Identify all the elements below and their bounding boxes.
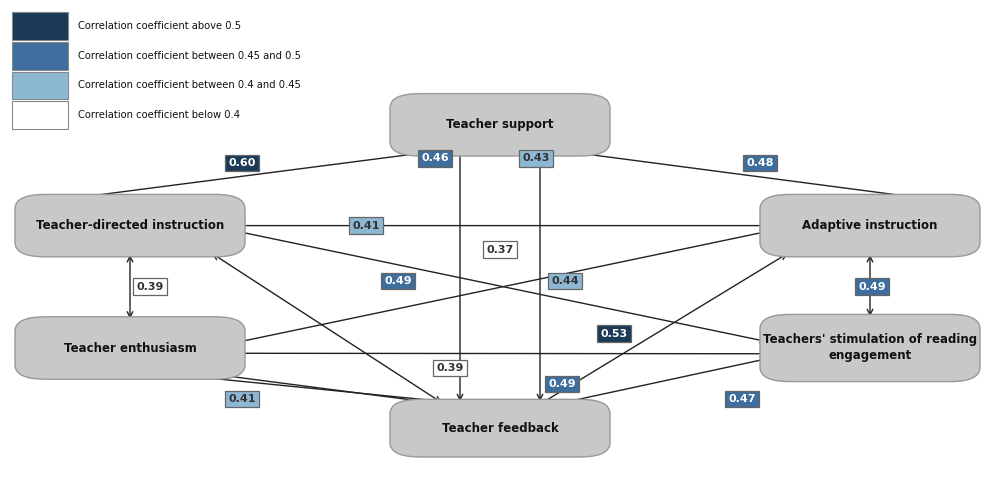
Text: 0.43: 0.43 [522,154,550,163]
Text: 0.41: 0.41 [228,395,256,404]
Text: Correlation coefficient between 0.4 and 0.45: Correlation coefficient between 0.4 and … [78,81,301,90]
Text: Teachers' stimulation of reading
engagement: Teachers' stimulation of reading engagem… [763,334,977,362]
FancyBboxPatch shape [12,101,68,129]
Text: Teacher feedback: Teacher feedback [442,421,558,435]
FancyBboxPatch shape [12,42,68,70]
FancyBboxPatch shape [15,317,245,379]
Text: 0.49: 0.49 [548,379,576,389]
Text: 0.46: 0.46 [421,154,449,163]
Text: 0.48: 0.48 [746,158,774,168]
Text: 0.41: 0.41 [352,221,380,230]
FancyBboxPatch shape [12,12,68,40]
Text: 0.49: 0.49 [384,276,412,286]
Text: Teacher support: Teacher support [446,118,554,132]
Text: 0.39: 0.39 [136,282,164,291]
Text: 0.49: 0.49 [858,282,886,291]
Text: 0.60: 0.60 [228,158,256,168]
Text: Adaptive instruction: Adaptive instruction [802,219,938,232]
FancyBboxPatch shape [760,194,980,257]
FancyBboxPatch shape [760,314,980,382]
Text: Teacher-directed instruction: Teacher-directed instruction [36,219,224,232]
FancyBboxPatch shape [390,94,610,156]
Text: 0.39: 0.39 [436,363,464,372]
Text: 0.53: 0.53 [600,329,628,338]
Text: Correlation coefficient below 0.4: Correlation coefficient below 0.4 [78,110,240,120]
FancyBboxPatch shape [15,194,245,257]
Text: 0.37: 0.37 [486,245,514,254]
Text: 0.44: 0.44 [551,276,579,286]
Text: 0.47: 0.47 [728,395,756,404]
Text: Correlation coefficient between 0.45 and 0.5: Correlation coefficient between 0.45 and… [78,51,301,60]
Text: Correlation coefficient above 0.5: Correlation coefficient above 0.5 [78,21,241,31]
FancyBboxPatch shape [12,72,68,99]
FancyBboxPatch shape [390,399,610,457]
Text: Teacher enthusiasm: Teacher enthusiasm [64,341,196,355]
